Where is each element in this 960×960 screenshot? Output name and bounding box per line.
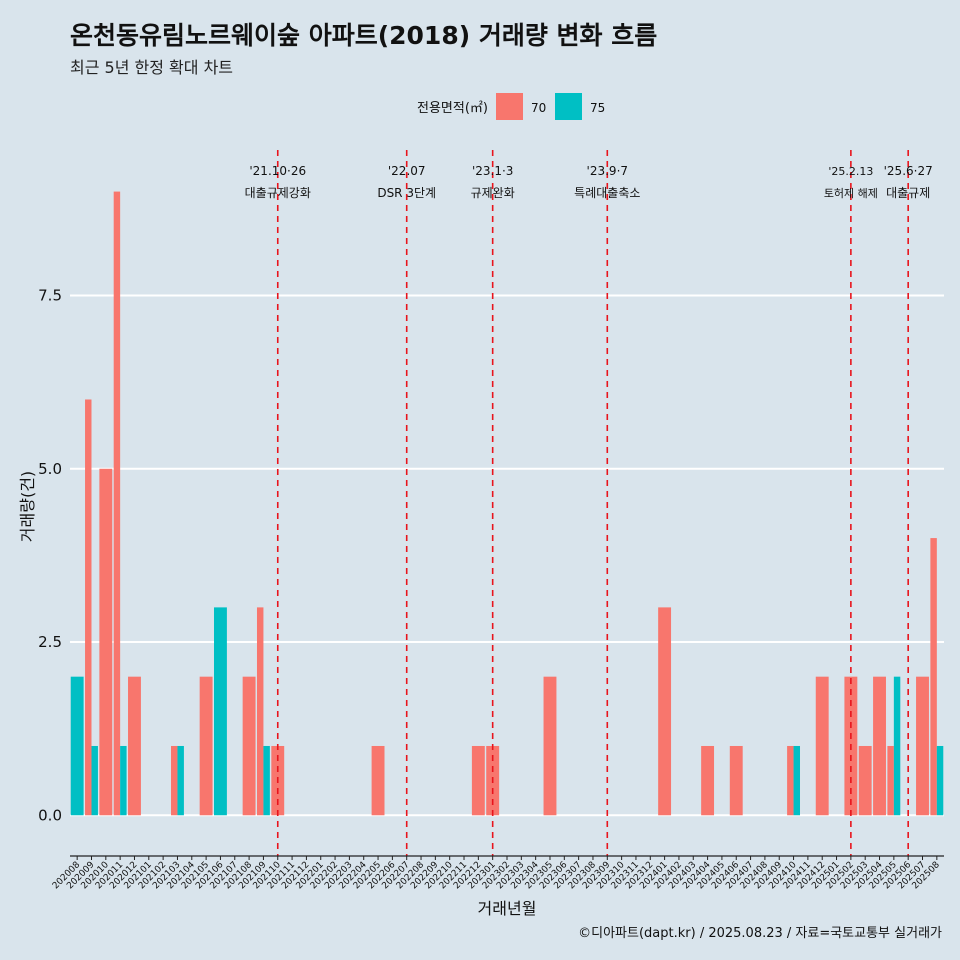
event-name-label: 특례대출축소 — [574, 186, 640, 200]
bar-70-202109 — [256, 607, 264, 816]
bar-70-202412 — [815, 676, 829, 816]
x-axis-title: 거래년월 — [478, 899, 537, 918]
event-date-label: '23.1·3 — [472, 164, 513, 178]
bar-70-202406 — [729, 745, 743, 816]
y-tick-label: 0.0 — [38, 806, 62, 824]
bar-75-202011 — [120, 745, 127, 816]
bar-75-202009 — [91, 745, 98, 816]
bar-70-202009 — [85, 399, 92, 816]
event-date-label: '25.6·27 — [884, 164, 933, 178]
bar-70-202507 — [916, 676, 929, 816]
bar-70-202105 — [199, 676, 213, 816]
bar-75-202106 — [213, 607, 227, 816]
legend: 전용면적(㎡) 70 75 — [417, 93, 605, 120]
bar-70-202305 — [543, 676, 557, 816]
y-axis-title: 거래량(건) — [18, 471, 37, 542]
event-date-label: '21.10·26 — [249, 164, 306, 178]
event-lines — [276, 150, 909, 856]
y-tick-label: 5.0 — [38, 460, 62, 478]
event-date-label: '23.9·7 — [587, 164, 628, 178]
bar-70-202508 — [930, 538, 937, 816]
legend-label-70: 70 — [531, 101, 546, 115]
event-date-label: '25.2.13 — [828, 165, 873, 178]
chart-subtitle: 최근 5년 한정 확대 차트 — [70, 58, 234, 77]
bar-70-202205 — [371, 745, 385, 816]
bar-70-202011 — [113, 191, 121, 816]
legend-swatch-75 — [555, 93, 582, 120]
source-caption: ©디아파트(dapt.kr) / 2025.08.23 / 자료=국토교통부 실… — [578, 926, 942, 941]
event-name-label: 대출규제 — [886, 186, 930, 200]
bar-70-202504 — [873, 676, 886, 816]
event-annotations: '21.10·26 대출규제강화 '22.07 DSR 3단계 '23.1·3 규제완화 '… — [245, 164, 933, 200]
y-tick-label: 2.5 — [38, 633, 62, 651]
bar-70-202404 — [701, 745, 715, 816]
bar-70-202103 — [171, 745, 178, 816]
bar-75-202008 — [70, 676, 84, 816]
legend-label-75: 75 — [590, 101, 605, 115]
bar-70-202505 — [887, 745, 894, 816]
bars — [70, 191, 944, 816]
bar-75-202410 — [793, 745, 801, 816]
event-name-label: DSR 3단계 — [377, 186, 436, 200]
bar-70-202503 — [858, 745, 872, 816]
bar-70-202410 — [787, 745, 794, 816]
bar-75-202103 — [177, 745, 184, 816]
bar-70-202010 — [99, 468, 113, 816]
bar-75-202505 — [893, 676, 901, 816]
event-name-label: 규제완화 — [471, 186, 515, 200]
bar-70-202108 — [242, 676, 256, 816]
event-name-label: 토허제 해제 — [824, 186, 878, 200]
legend-title: 전용면적(㎡) — [417, 101, 488, 116]
chart-title: 온천동유림노르웨이숲 아파트(2018) 거래량 변화 흐름 — [70, 21, 658, 50]
bar-70-202401 — [658, 607, 672, 816]
bar-75-202109 — [263, 745, 270, 816]
bar-70-202212 — [471, 745, 485, 816]
y-tick-label: 7.5 — [38, 287, 62, 305]
event-date-label: '22.07 — [388, 164, 426, 178]
event-name-label: 대출규제강화 — [245, 186, 311, 200]
axes: 0.02.55.07.52020082020092020102020112020… — [18, 287, 944, 918]
bar-70-202012 — [128, 676, 141, 816]
legend-swatch-70 — [496, 93, 523, 120]
bar-75-202508 — [936, 745, 944, 816]
